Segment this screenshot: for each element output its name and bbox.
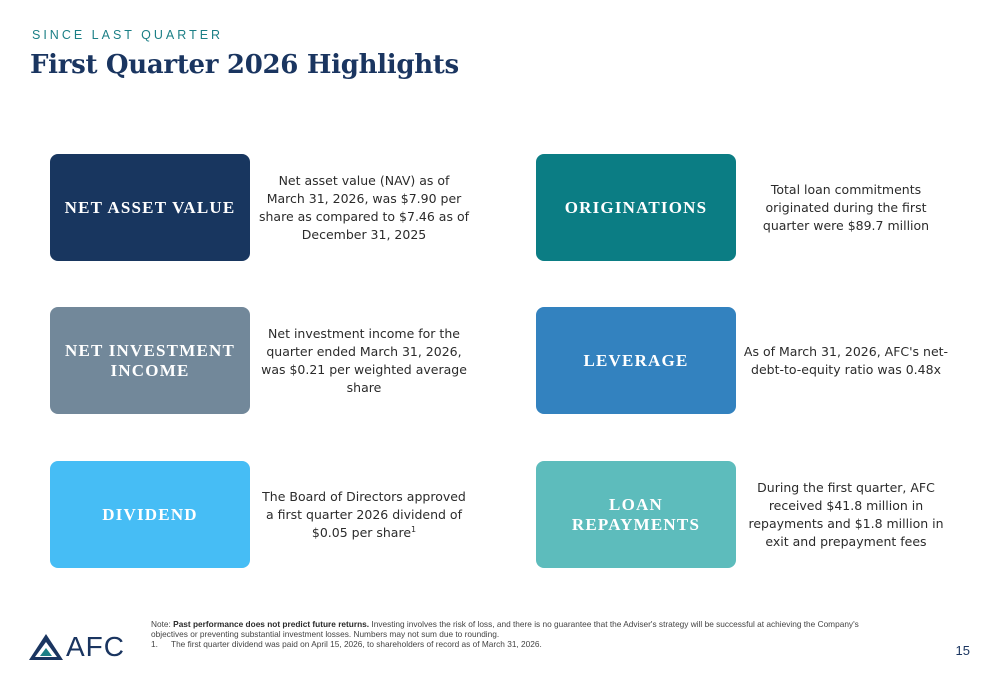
highlight-text-leverage: As of March 31, 2026, AFC's net-debt-to-…	[743, 343, 949, 377]
highlight-card-net-asset-value: NET ASSET VALUE	[50, 154, 250, 261]
section-eyebrow: SINCE LAST QUARTER	[32, 28, 224, 42]
highlight-card-net-investment-income: NET INVESTMENT INCOME	[50, 307, 250, 414]
afc-logo-mark-icon	[29, 634, 63, 660]
footnote-item: 1. The first quarter dividend was paid o…	[151, 639, 891, 649]
footnote-text: The first quarter dividend was paid on A…	[171, 639, 542, 649]
logo-text: AFC	[66, 631, 125, 662]
highlight-text-net-asset-value: Net asset value (NAV) as of March 31, 20…	[259, 172, 469, 242]
note-bold: Past performance does not predict future…	[173, 619, 370, 629]
highlight-text-originations: Total loan commitments originated during…	[762, 181, 930, 233]
highlight-text-dividend: The Board of Directors approved a first …	[259, 461, 469, 568]
highlight-card-leverage: LEVERAGE	[536, 307, 736, 414]
footnote-block: Note: Past performance does not predict …	[151, 619, 891, 649]
disclaimer-note: Note: Past performance does not predict …	[151, 619, 891, 639]
footnote-ref: 1	[411, 524, 417, 534]
footnote-number: 1.	[151, 639, 158, 649]
highlight-card-originations: ORIGINATIONS	[536, 154, 736, 261]
dividend-text: The Board of Directors approved a first …	[262, 488, 466, 540]
page-title: First Quarter 2026 Highlights	[30, 50, 459, 80]
afc-logo: AFC	[28, 632, 125, 662]
highlight-card-loan-repayments: LOAN REPAYMENTS	[536, 461, 736, 568]
page-number: 15	[955, 643, 970, 658]
highlight-card-dividend: DIVIDEND	[50, 461, 250, 568]
highlight-text-net-investment-income: Net investment income for the quarter en…	[261, 325, 467, 395]
note-label: Note:	[151, 619, 171, 629]
note-text: Investing involves the risk of loss, and…	[151, 619, 859, 639]
highlight-text-loan-repayments: During the first quarter, AFC received $…	[748, 479, 944, 549]
